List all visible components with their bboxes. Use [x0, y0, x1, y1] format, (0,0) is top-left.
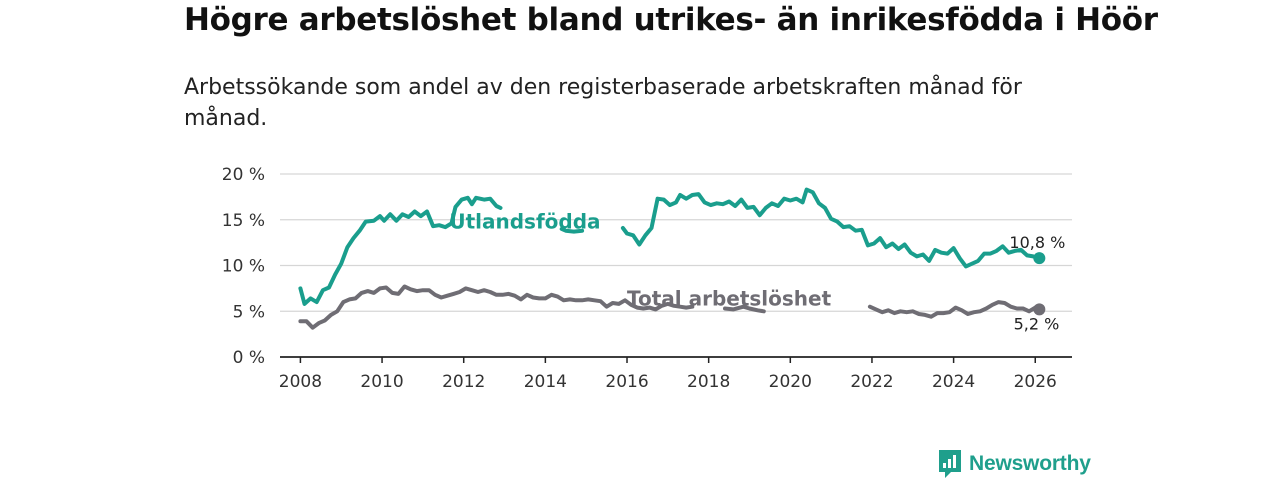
y-tick-label: 10 %: [222, 257, 265, 277]
y-tick-label: 0 %: [233, 348, 265, 368]
series-line-total-arbetsl-shet: [298, 284, 695, 330]
series-annotation-utlandsf-dda: Utlandsfödda: [449, 210, 600, 234]
x-tick-label: 2024: [932, 372, 975, 392]
x-tick-label: 2016: [605, 372, 648, 392]
series-line-utlandsf-dda: [559, 226, 585, 234]
x-tick-label: 2012: [442, 372, 485, 392]
series-line-total-arbetsl-shet: [723, 304, 766, 314]
series-line-utlandsf-dda: [620, 187, 1042, 269]
x-tick-label: 2020: [769, 372, 812, 392]
chart-title: Högre arbetslöshet bland utrikes- än inr…: [184, 2, 1158, 38]
end-value-label-utlandsfodda: 10,8 %: [1009, 233, 1065, 252]
brand-name: Newsworthy: [969, 452, 1091, 475]
newsworthy-logo: Newsworthy: [937, 448, 1091, 480]
x-tick-label: 2008: [279, 372, 322, 392]
end-point-utlandsf-dda: [1033, 252, 1046, 265]
series-annotation-total-arbetsl-shet: Total arbetslöshet: [627, 286, 832, 310]
y-tick-label: 15 %: [222, 211, 265, 231]
x-tick-label: 2022: [850, 372, 893, 392]
end-value-label-total: 5,2 %: [1014, 314, 1060, 333]
newsworthy-logo-icon: [939, 450, 961, 478]
series-line-utlandsf-dda: [298, 195, 503, 306]
series-line-total-arbetsl-shet: [867, 300, 1042, 319]
x-tick-label: 2014: [524, 372, 567, 392]
end-point-total-arbetsl-shet: [1033, 303, 1046, 316]
y-tick-label: 5 %: [233, 302, 265, 322]
chart-subtitle: Arbetssökande som andel av den registerb…: [184, 75, 1022, 131]
x-tick-label: 2018: [687, 372, 730, 392]
x-tick-label: 2010: [360, 372, 403, 392]
x-tick-label: 2026: [1014, 372, 1057, 392]
y-tick-label: 20 %: [222, 165, 265, 185]
